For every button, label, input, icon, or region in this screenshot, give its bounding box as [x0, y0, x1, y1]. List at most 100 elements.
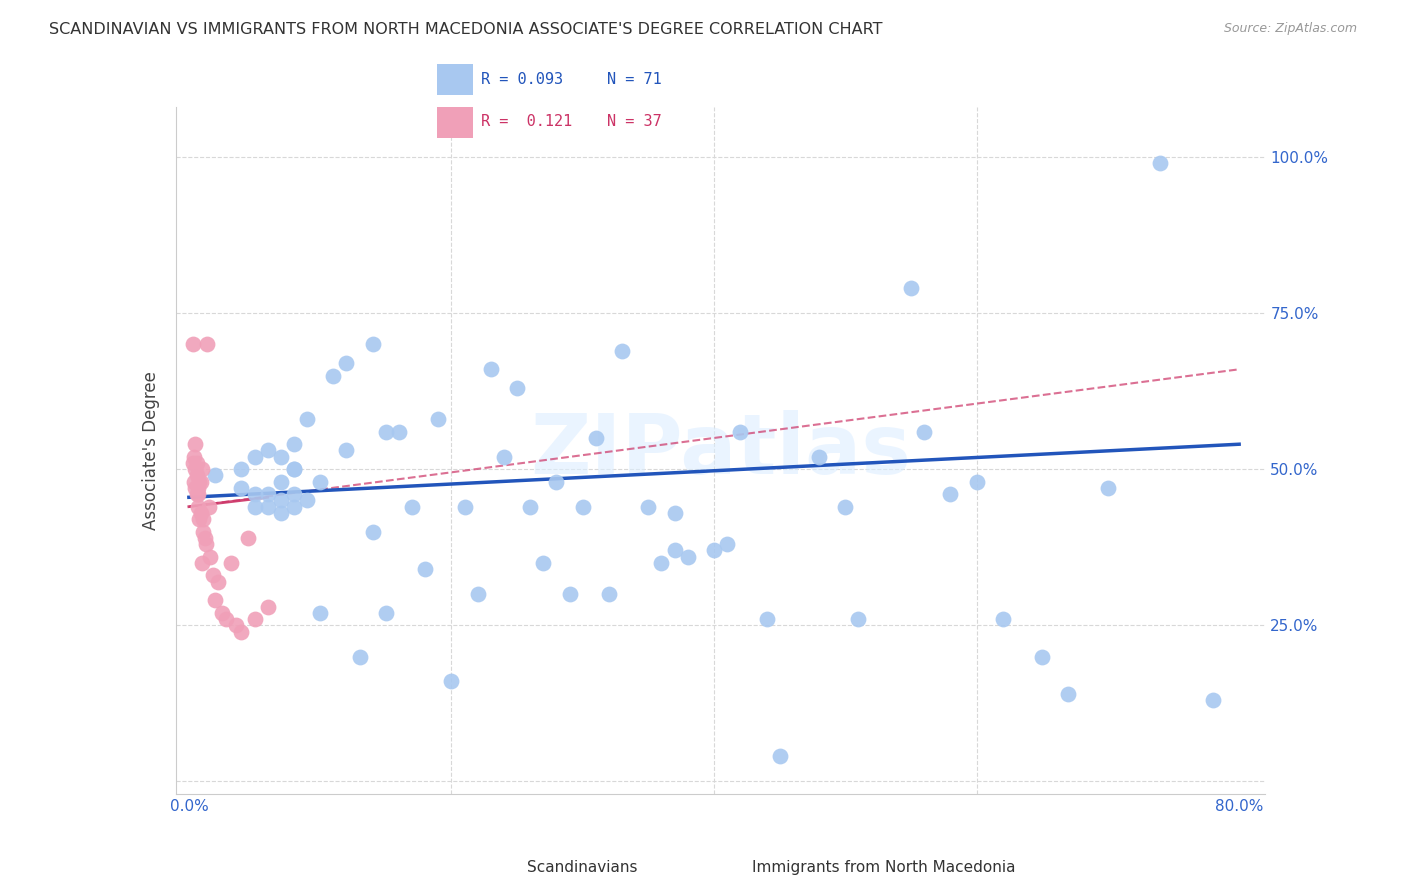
Point — [270, 475, 292, 489]
Point — [558, 587, 581, 601]
Text: SCANDINAVIAN VS IMMIGRANTS FROM NORTH MACEDONIA ASSOCIATE'S DEGREE CORRELATION C: SCANDINAVIAN VS IMMIGRANTS FROM NORTH MA… — [49, 22, 883, 37]
Point — [270, 506, 292, 520]
Point — [204, 593, 226, 607]
Point — [191, 462, 214, 476]
Point — [755, 612, 778, 626]
Text: Source: ZipAtlas.com: Source: ZipAtlas.com — [1223, 22, 1357, 36]
Point — [186, 487, 208, 501]
Text: ZIPatlas: ZIPatlas — [530, 410, 911, 491]
Point — [190, 475, 212, 489]
Point — [236, 531, 259, 545]
Point — [361, 337, 384, 351]
Point — [270, 493, 292, 508]
Point — [194, 531, 217, 545]
Point — [335, 356, 357, 370]
Text: R = 0.093: R = 0.093 — [481, 71, 562, 87]
Point — [703, 543, 725, 558]
Point — [256, 599, 278, 614]
Text: Scandinavians: Scandinavians — [527, 860, 638, 874]
Point — [243, 612, 266, 626]
Point — [506, 381, 529, 395]
Point — [181, 456, 204, 470]
Point — [401, 500, 423, 514]
Point — [243, 450, 266, 464]
Point — [492, 450, 515, 464]
Point — [664, 543, 686, 558]
Point — [610, 343, 633, 358]
Text: Immigrants from North Macedonia: Immigrants from North Macedonia — [752, 860, 1015, 874]
Point — [991, 612, 1014, 626]
Point — [204, 468, 226, 483]
Point — [361, 524, 384, 539]
Point — [769, 749, 792, 764]
Point — [676, 549, 699, 564]
Point — [207, 574, 229, 589]
Point — [214, 612, 236, 626]
Point — [834, 500, 856, 514]
Point — [585, 431, 607, 445]
Point — [187, 481, 209, 495]
Point — [664, 506, 686, 520]
Point — [283, 437, 305, 451]
Point — [184, 481, 207, 495]
Point — [211, 606, 233, 620]
Point — [966, 475, 988, 489]
Point — [181, 337, 204, 351]
Text: N = 71: N = 71 — [607, 71, 662, 87]
Point — [295, 493, 318, 508]
Text: R =  0.121: R = 0.121 — [481, 114, 572, 129]
Point — [900, 281, 922, 295]
Point — [283, 462, 305, 476]
Point — [1057, 687, 1080, 701]
Point — [1149, 156, 1171, 170]
Point — [716, 537, 738, 551]
Point — [283, 462, 305, 476]
Point — [427, 412, 450, 426]
Point — [349, 649, 371, 664]
Point — [231, 462, 253, 476]
Point — [188, 512, 211, 526]
Point — [413, 562, 436, 576]
Point — [183, 475, 205, 489]
Point — [912, 425, 935, 439]
Point — [193, 512, 215, 526]
Text: N = 37: N = 37 — [607, 114, 662, 129]
Point — [730, 425, 752, 439]
Point — [335, 443, 357, 458]
Point — [283, 487, 305, 501]
Point — [848, 612, 870, 626]
Point — [195, 337, 218, 351]
Point — [598, 587, 620, 601]
Point — [243, 500, 266, 514]
Point — [191, 556, 214, 570]
Point — [194, 537, 217, 551]
Point — [939, 487, 962, 501]
Point — [201, 568, 224, 582]
Point — [283, 500, 305, 514]
Point — [231, 624, 253, 639]
Point — [186, 456, 208, 470]
Point — [1031, 649, 1053, 664]
Point — [479, 362, 502, 376]
Y-axis label: Associate's Degree: Associate's Degree — [142, 371, 160, 530]
Point — [519, 500, 541, 514]
Point — [453, 500, 475, 514]
Point — [637, 500, 659, 514]
Point — [571, 500, 593, 514]
Point — [546, 475, 568, 489]
Point — [187, 500, 209, 514]
Point — [440, 674, 463, 689]
Point — [309, 475, 332, 489]
Point — [197, 500, 219, 514]
Point — [184, 437, 207, 451]
Point — [374, 425, 396, 439]
Point — [388, 425, 411, 439]
Point — [309, 606, 332, 620]
Bar — [437, 64, 472, 95]
Point — [374, 606, 396, 620]
Point — [295, 412, 318, 426]
Point — [256, 487, 278, 501]
Point — [270, 450, 292, 464]
Point — [183, 450, 205, 464]
Point — [219, 556, 242, 570]
